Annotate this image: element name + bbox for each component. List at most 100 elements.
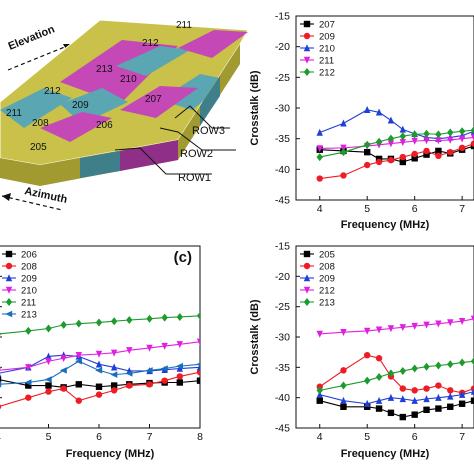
data-point-210 <box>110 349 118 357</box>
panel-letter: (c) <box>174 249 192 266</box>
data-point-210 <box>126 347 133 355</box>
data-point-209 <box>423 147 430 155</box>
legend-label: 210 <box>319 44 335 55</box>
data-point-211 <box>161 313 168 322</box>
data-point-208 <box>146 381 153 388</box>
y-tick-label: -30 <box>275 332 290 344</box>
cell-top-magenta-4 <box>178 30 248 58</box>
series-group <box>0 311 200 410</box>
data-point-213 <box>24 379 32 386</box>
y-tick-label: -25 <box>275 72 290 84</box>
crosstalk-chart-b: -15 -20 -25 -30 -35 -40 -45 4 5 6 7 Frequency (MHz)… <box>249 11 474 231</box>
row-label-row1: ROW1 <box>178 172 211 184</box>
cell-label: 211 <box>6 108 22 119</box>
data-point-208 <box>340 367 347 374</box>
data-point-209 <box>387 156 395 164</box>
x-tick-label: 5 <box>46 431 52 443</box>
right-face-teal <box>200 76 220 126</box>
data-point-208 <box>176 373 183 380</box>
data-point-209 <box>411 396 418 404</box>
data-point-209 <box>0 373 2 377</box>
data-point-207 <box>364 148 371 156</box>
x-tick-label: 6 <box>96 431 102 443</box>
data-point-212 <box>399 132 406 141</box>
y-tick-label: -20 <box>275 41 290 53</box>
data-point-208 <box>45 388 52 395</box>
data-point-211 <box>75 319 82 328</box>
data-point-209 <box>45 352 52 360</box>
data-point-210 <box>25 364 32 372</box>
data-point-211 <box>423 137 430 145</box>
data-point-205 <box>387 409 395 417</box>
data-point-212 <box>411 322 418 330</box>
data-point-205 <box>470 397 474 404</box>
data-point-209 <box>399 153 406 161</box>
legend-marker <box>5 286 13 294</box>
data-point-213 <box>145 367 153 374</box>
data-point-211 <box>470 134 474 142</box>
array-illustration: Elevation 211 212 213 210 207 206 205 20… <box>0 19 249 211</box>
data-point-210 <box>95 350 103 358</box>
data-point-209 <box>340 396 347 404</box>
legend-marker <box>303 262 311 270</box>
data-point-209 <box>470 140 474 147</box>
data-point-209 <box>110 363 118 371</box>
legend-marker <box>303 20 311 28</box>
data-point-209 <box>340 172 347 179</box>
data-point-213 <box>364 376 371 385</box>
data-point-213 <box>44 376 52 383</box>
data-point-206 <box>45 382 52 389</box>
legend-marker <box>303 286 311 294</box>
data-point-209 <box>458 144 466 152</box>
data-point-209 <box>458 390 466 398</box>
legend-marker <box>303 56 311 64</box>
data-point-210 <box>75 352 82 359</box>
data-point-210 <box>0 367 2 370</box>
series-group <box>316 106 474 182</box>
data-point-208 <box>375 355 383 362</box>
data-point-211 <box>447 136 454 144</box>
data-point-207 <box>399 158 406 166</box>
data-point-212 <box>470 315 474 323</box>
x-tick-label: 6 <box>412 203 418 215</box>
data-point-213 <box>0 381 2 388</box>
data-point-206 <box>110 382 118 389</box>
data-point-212 <box>387 325 395 333</box>
data-point-208 <box>126 382 133 389</box>
data-point-210 <box>340 119 347 127</box>
data-point-211 <box>126 316 133 325</box>
x-tick-label: 4 <box>317 203 323 215</box>
y-tick-label: -15 <box>275 11 290 23</box>
row-label-row2: ROW2 <box>180 148 213 160</box>
data-point-208 <box>364 352 371 359</box>
data-point-205 <box>447 403 454 410</box>
legend-marker <box>303 298 311 306</box>
data-point-209 <box>375 396 383 404</box>
y-tick-label: -45 <box>275 423 290 435</box>
x-tick-label: 4 <box>317 431 323 443</box>
data-point-211 <box>316 145 323 153</box>
row2-leader <box>159 127 236 151</box>
x-axis-label: Frequency (MHz) <box>341 448 430 460</box>
data-point-209 <box>435 393 442 401</box>
data-point-211 <box>25 326 32 335</box>
data-point-210 <box>146 344 153 352</box>
data-point-213 <box>160 365 168 372</box>
data-point-208 <box>447 387 454 394</box>
data-point-211 <box>411 137 418 145</box>
legend-marker <box>5 262 13 270</box>
legend-marker <box>5 298 13 306</box>
data-point-206 <box>25 382 32 389</box>
legend-label: 212 <box>319 286 335 297</box>
cell-label: 208 <box>32 118 49 129</box>
series-line-212 <box>319 318 474 335</box>
legend-label: 213 <box>319 298 335 309</box>
row1-leader <box>114 147 212 175</box>
x-tick-label: 5 <box>364 203 370 215</box>
data-point-212 <box>458 127 466 136</box>
azimuth-arrow <box>1 195 63 211</box>
legend-label: 209 <box>319 274 335 285</box>
data-point-205 <box>340 403 347 410</box>
